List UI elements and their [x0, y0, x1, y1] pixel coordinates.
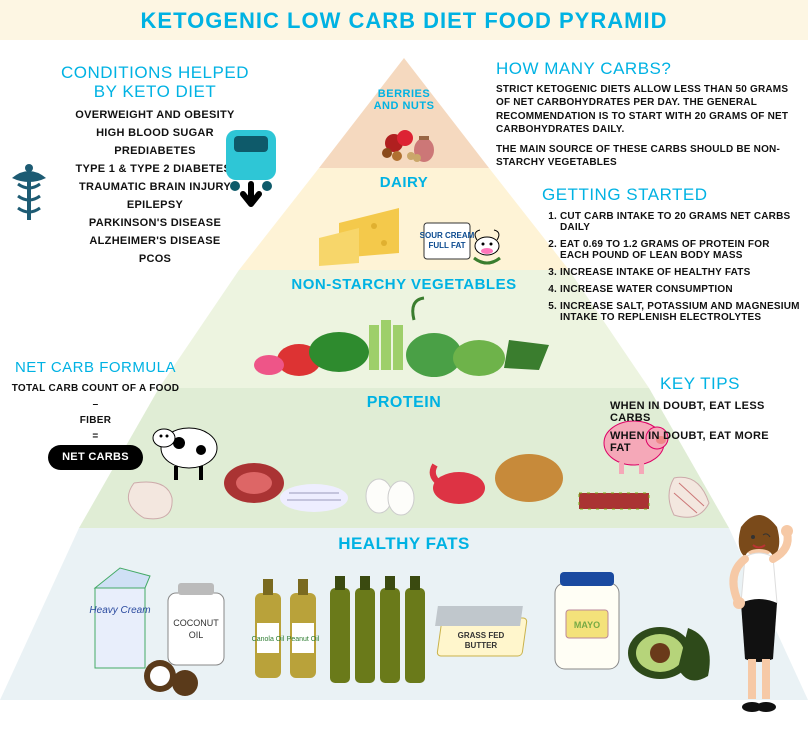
formula-minus: –	[93, 399, 99, 410]
cond-item: OVERWEIGHT AND OBESITY	[30, 109, 280, 121]
formula-line1: TOTAL CARB COUNT OF A FOOD	[12, 383, 180, 394]
sour-cream-label1: SOUR CREAM	[420, 231, 475, 240]
tier1-label: BERRIES AND NUTS	[364, 88, 444, 112]
formula-heading: NET CARB FORMULA	[8, 360, 183, 377]
netcarbs-pill: NET CARBS	[48, 445, 143, 471]
started-section: GETTING STARTED CUT CARB INTAKE TO 20 GR…	[542, 186, 800, 329]
started-item: EAT 0.69 TO 1.2 GRAMS OF PROTEIN FOR EAC…	[560, 239, 800, 261]
title-banner: KETOGENIC LOW CARB DIET FOOD PYRAMID	[0, 0, 808, 40]
cond-item: PCOS	[30, 253, 280, 265]
tier4-label: PROTEIN	[367, 394, 442, 412]
carbs-heading: HOW MANY CARBS?	[496, 60, 796, 79]
started-item: CUT CARB INTAKE TO 20 GRAMS NET CARBS DA…	[560, 211, 800, 233]
peanut-label: Peanut Oil	[287, 636, 320, 643]
started-heading: GETTING STARTED	[542, 186, 800, 205]
tip-item: WHEN IN DOUBT, EAT LESS CARBS	[610, 400, 790, 424]
pyramid-tier-1: BERRIES AND NUTS	[319, 58, 489, 168]
canola-label: Canola Oil	[252, 636, 285, 643]
coconut-label1: COCONUT	[173, 618, 219, 628]
mayo-label: MAYO	[574, 620, 600, 630]
carbs-p1: STRICT KETOGENIC DIETS ALLOW LESS THAN 5…	[496, 83, 796, 137]
tier1-shape	[319, 58, 489, 168]
started-item: INCREASE INTAKE OF HEALTHY FATS	[560, 267, 800, 278]
carbs-p2: THE MAIN SOURCE OF THESE CARBS SHOULD BE…	[496, 143, 796, 170]
butter-label2: BUTTER	[465, 641, 498, 650]
started-item: INCREASE SALT, POTASSIUM AND MAGNESIUM I…	[560, 301, 800, 323]
coconut-label2: OIL	[189, 630, 204, 640]
infographic-stage: BERRIES AND NUTS SOUR CREAM FULL FAT DAI…	[0, 40, 808, 730]
butter-label1: GRASS FED	[458, 631, 505, 640]
tips-section: KEY TIPS WHEN IN DOUBT, EAT LESS CARBS W…	[610, 375, 790, 460]
started-list: CUT CARB INTAKE TO 20 GRAMS NET CARBS DA…	[542, 211, 800, 323]
pyramid-tier-2: SOUR CREAM FULL FAT DAIRY	[239, 168, 569, 270]
conditions-heading: CONDITIONS HELPEDBY KETO DIET	[30, 64, 280, 101]
carbs-section: HOW MANY CARBS? STRICT KETOGENIC DIETS A…	[496, 60, 796, 170]
page-title: KETOGENIC LOW CARB DIET FOOD PYRAMID	[0, 8, 808, 34]
scale-arrow-icon	[218, 126, 288, 216]
started-item: INCREASE WATER CONSUMPTION	[560, 284, 800, 295]
sour-cream-label2: FULL FAT	[428, 241, 465, 250]
woman-figure-icon	[711, 511, 806, 726]
formula-line2: FIBER	[80, 415, 112, 426]
tip-item: WHEN IN DOUBT, EAT MORE FAT	[610, 430, 790, 454]
tier2-label: DAIRY	[380, 174, 429, 191]
formula-section: NET CARB FORMULA TOTAL CARB COUNT OF A F…	[8, 360, 183, 470]
cond-item: PARKINSON'S DISEASE	[30, 217, 280, 229]
cond-item: ALZHEIMER'S DISEASE	[30, 235, 280, 247]
tier5-label: HEALTHY FATS	[338, 534, 470, 554]
pyramid-tier-5: Heavy Cream COCONUT OIL Canola Oil Peanu…	[0, 528, 808, 700]
formula-equals: =	[92, 431, 98, 442]
heavy-cream-label: Heavy Cream	[89, 605, 150, 616]
tips-heading: KEY TIPS	[610, 375, 790, 394]
tier3-label: NON-STARCHY VEGETABLES	[291, 276, 516, 293]
caduceus-icon	[6, 160, 52, 230]
